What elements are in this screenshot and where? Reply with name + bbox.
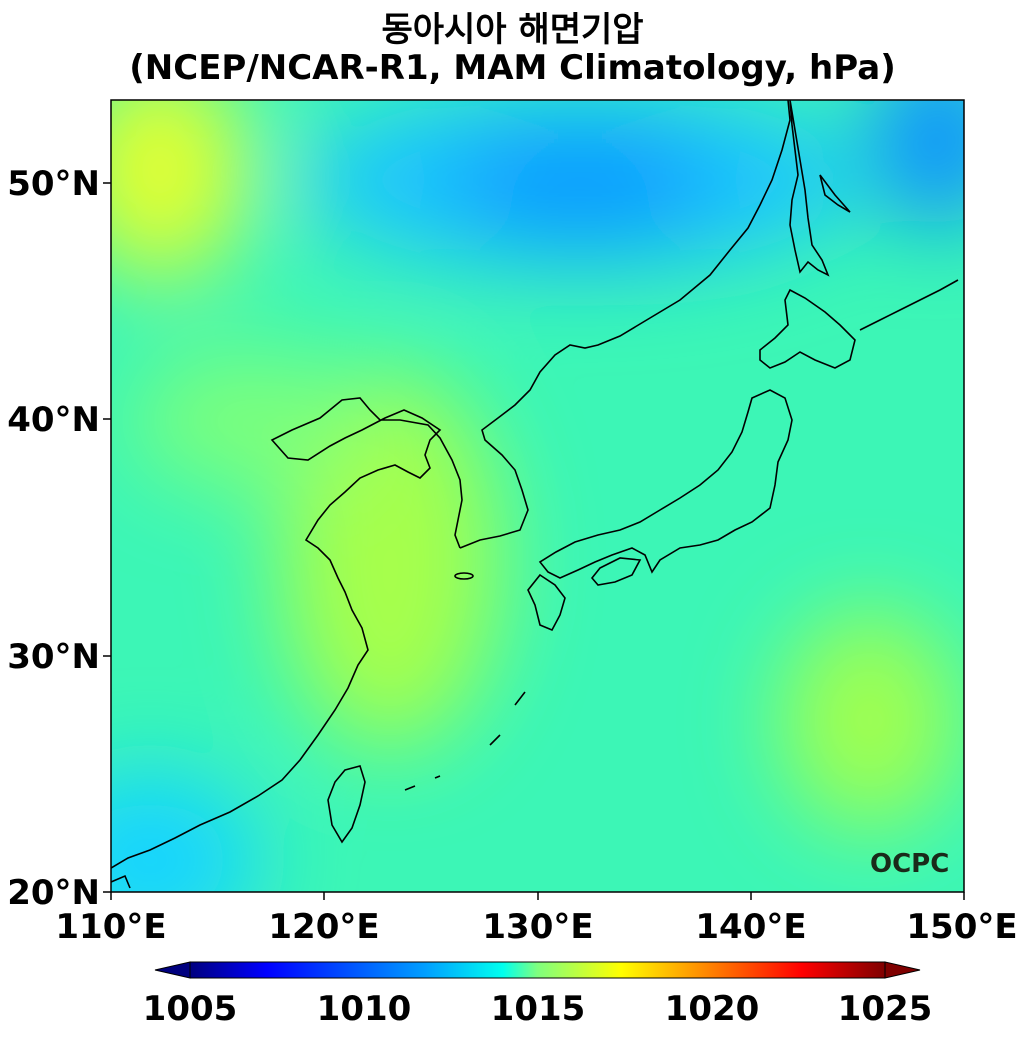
coast-hainan: [111, 874, 131, 889]
coast-hokkaido: [759, 288, 856, 369]
coast-sakhalin: [789, 100, 830, 277]
colorbar-extend-high: [884, 961, 921, 979]
x-tick-label-120: 120°E: [268, 907, 379, 947]
colorbar-extend-low: [154, 961, 191, 979]
pressure-field: [111, 100, 964, 892]
y-tick-label-30: 30°N: [7, 637, 100, 677]
coast-kyushu: [527, 573, 566, 632]
y-tick-label-40: 40°N: [7, 400, 100, 440]
high-nw-region: [111, 100, 250, 280]
coastlines: [111, 100, 959, 889]
colorbar-tick-1025: 1025: [838, 989, 933, 1029]
coast-ryukyu-3: [404, 785, 416, 791]
coast-kurils: [859, 279, 959, 331]
y-tick-label-20: 20°N: [7, 873, 100, 913]
colorbar: [154, 961, 921, 979]
coast-sakhalin-east: [819, 174, 851, 213]
coast-ryukyu-1: [489, 734, 501, 746]
colorbar-tick-1010: 1010: [317, 989, 412, 1029]
y-tick-label-50: 50°N: [7, 164, 100, 204]
x-tick-label-130: 130°E: [482, 907, 593, 947]
colorbar-tick-1005: 1005: [143, 989, 238, 1029]
colorbar-tick-1020: 1020: [665, 989, 760, 1029]
colorbar-bar: [189, 961, 886, 979]
chart-title-line2: (NCEP/NCAR-R1, MAM Climatology, hPa): [129, 48, 896, 88]
coast-china: [111, 397, 463, 869]
ocpc-logo: OCPC: [870, 849, 949, 879]
x-tick-label-150: 150°E: [906, 907, 1017, 947]
tick-marks: [103, 182, 965, 900]
coast-korea-russia: [459, 100, 791, 549]
coast-jeju: [454, 572, 474, 580]
low-region-ne: [870, 100, 964, 230]
low-sw-region: [111, 770, 260, 892]
chart-title-line1: 동아시아 해면기압: [381, 10, 644, 50]
low-region-core: [450, 130, 710, 240]
coast-ryukyu-4: [434, 775, 441, 779]
coast-shikoku: [590, 557, 642, 586]
x-tick-label-110: 110°E: [55, 907, 166, 947]
coast-taiwan: [327, 765, 366, 844]
high-se-region: [780, 610, 960, 830]
inland-region: [130, 350, 370, 490]
colorbar-tick-1015: 1015: [491, 989, 586, 1029]
coast-honshu: [538, 389, 793, 579]
coast-ryukyu-2: [514, 691, 526, 706]
x-tick-label-140: 140°E: [695, 907, 806, 947]
